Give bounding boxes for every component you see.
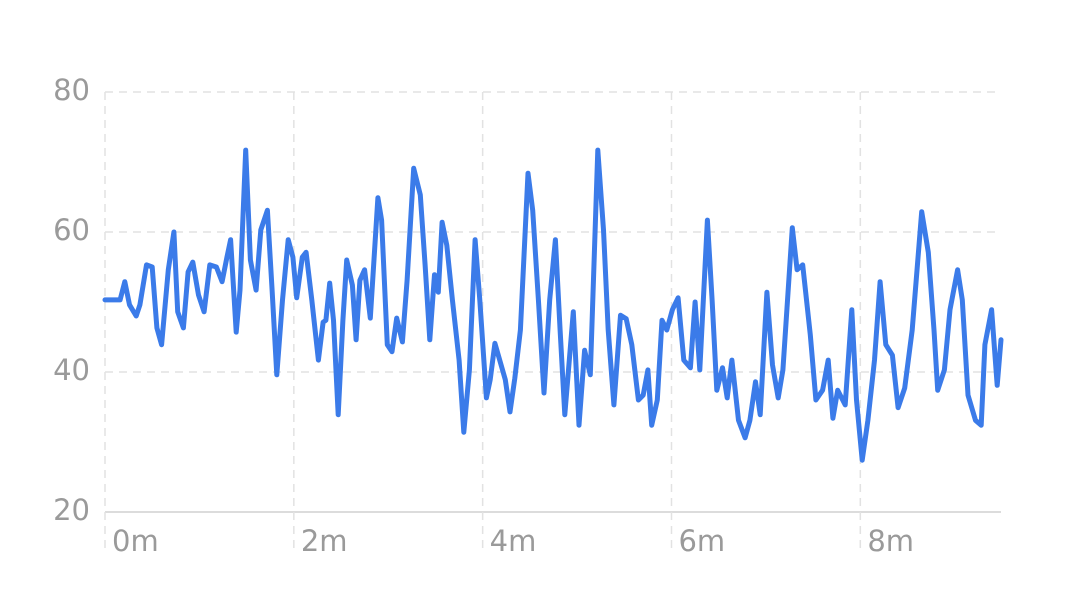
y-tick-label: 80 — [53, 73, 90, 107]
y-tick-label: 40 — [53, 353, 90, 387]
x-tick-label: 0m — [112, 524, 159, 558]
x-tick-label: 6m — [678, 524, 725, 558]
x-tick-label: 8m — [867, 524, 914, 558]
x-tick-label: 2m — [301, 524, 348, 558]
y-tick-label: 20 — [53, 493, 90, 527]
y-tick-label: 60 — [53, 213, 90, 247]
line — [102, 147, 1004, 463]
x-tick-label: 4m — [490, 524, 537, 558]
